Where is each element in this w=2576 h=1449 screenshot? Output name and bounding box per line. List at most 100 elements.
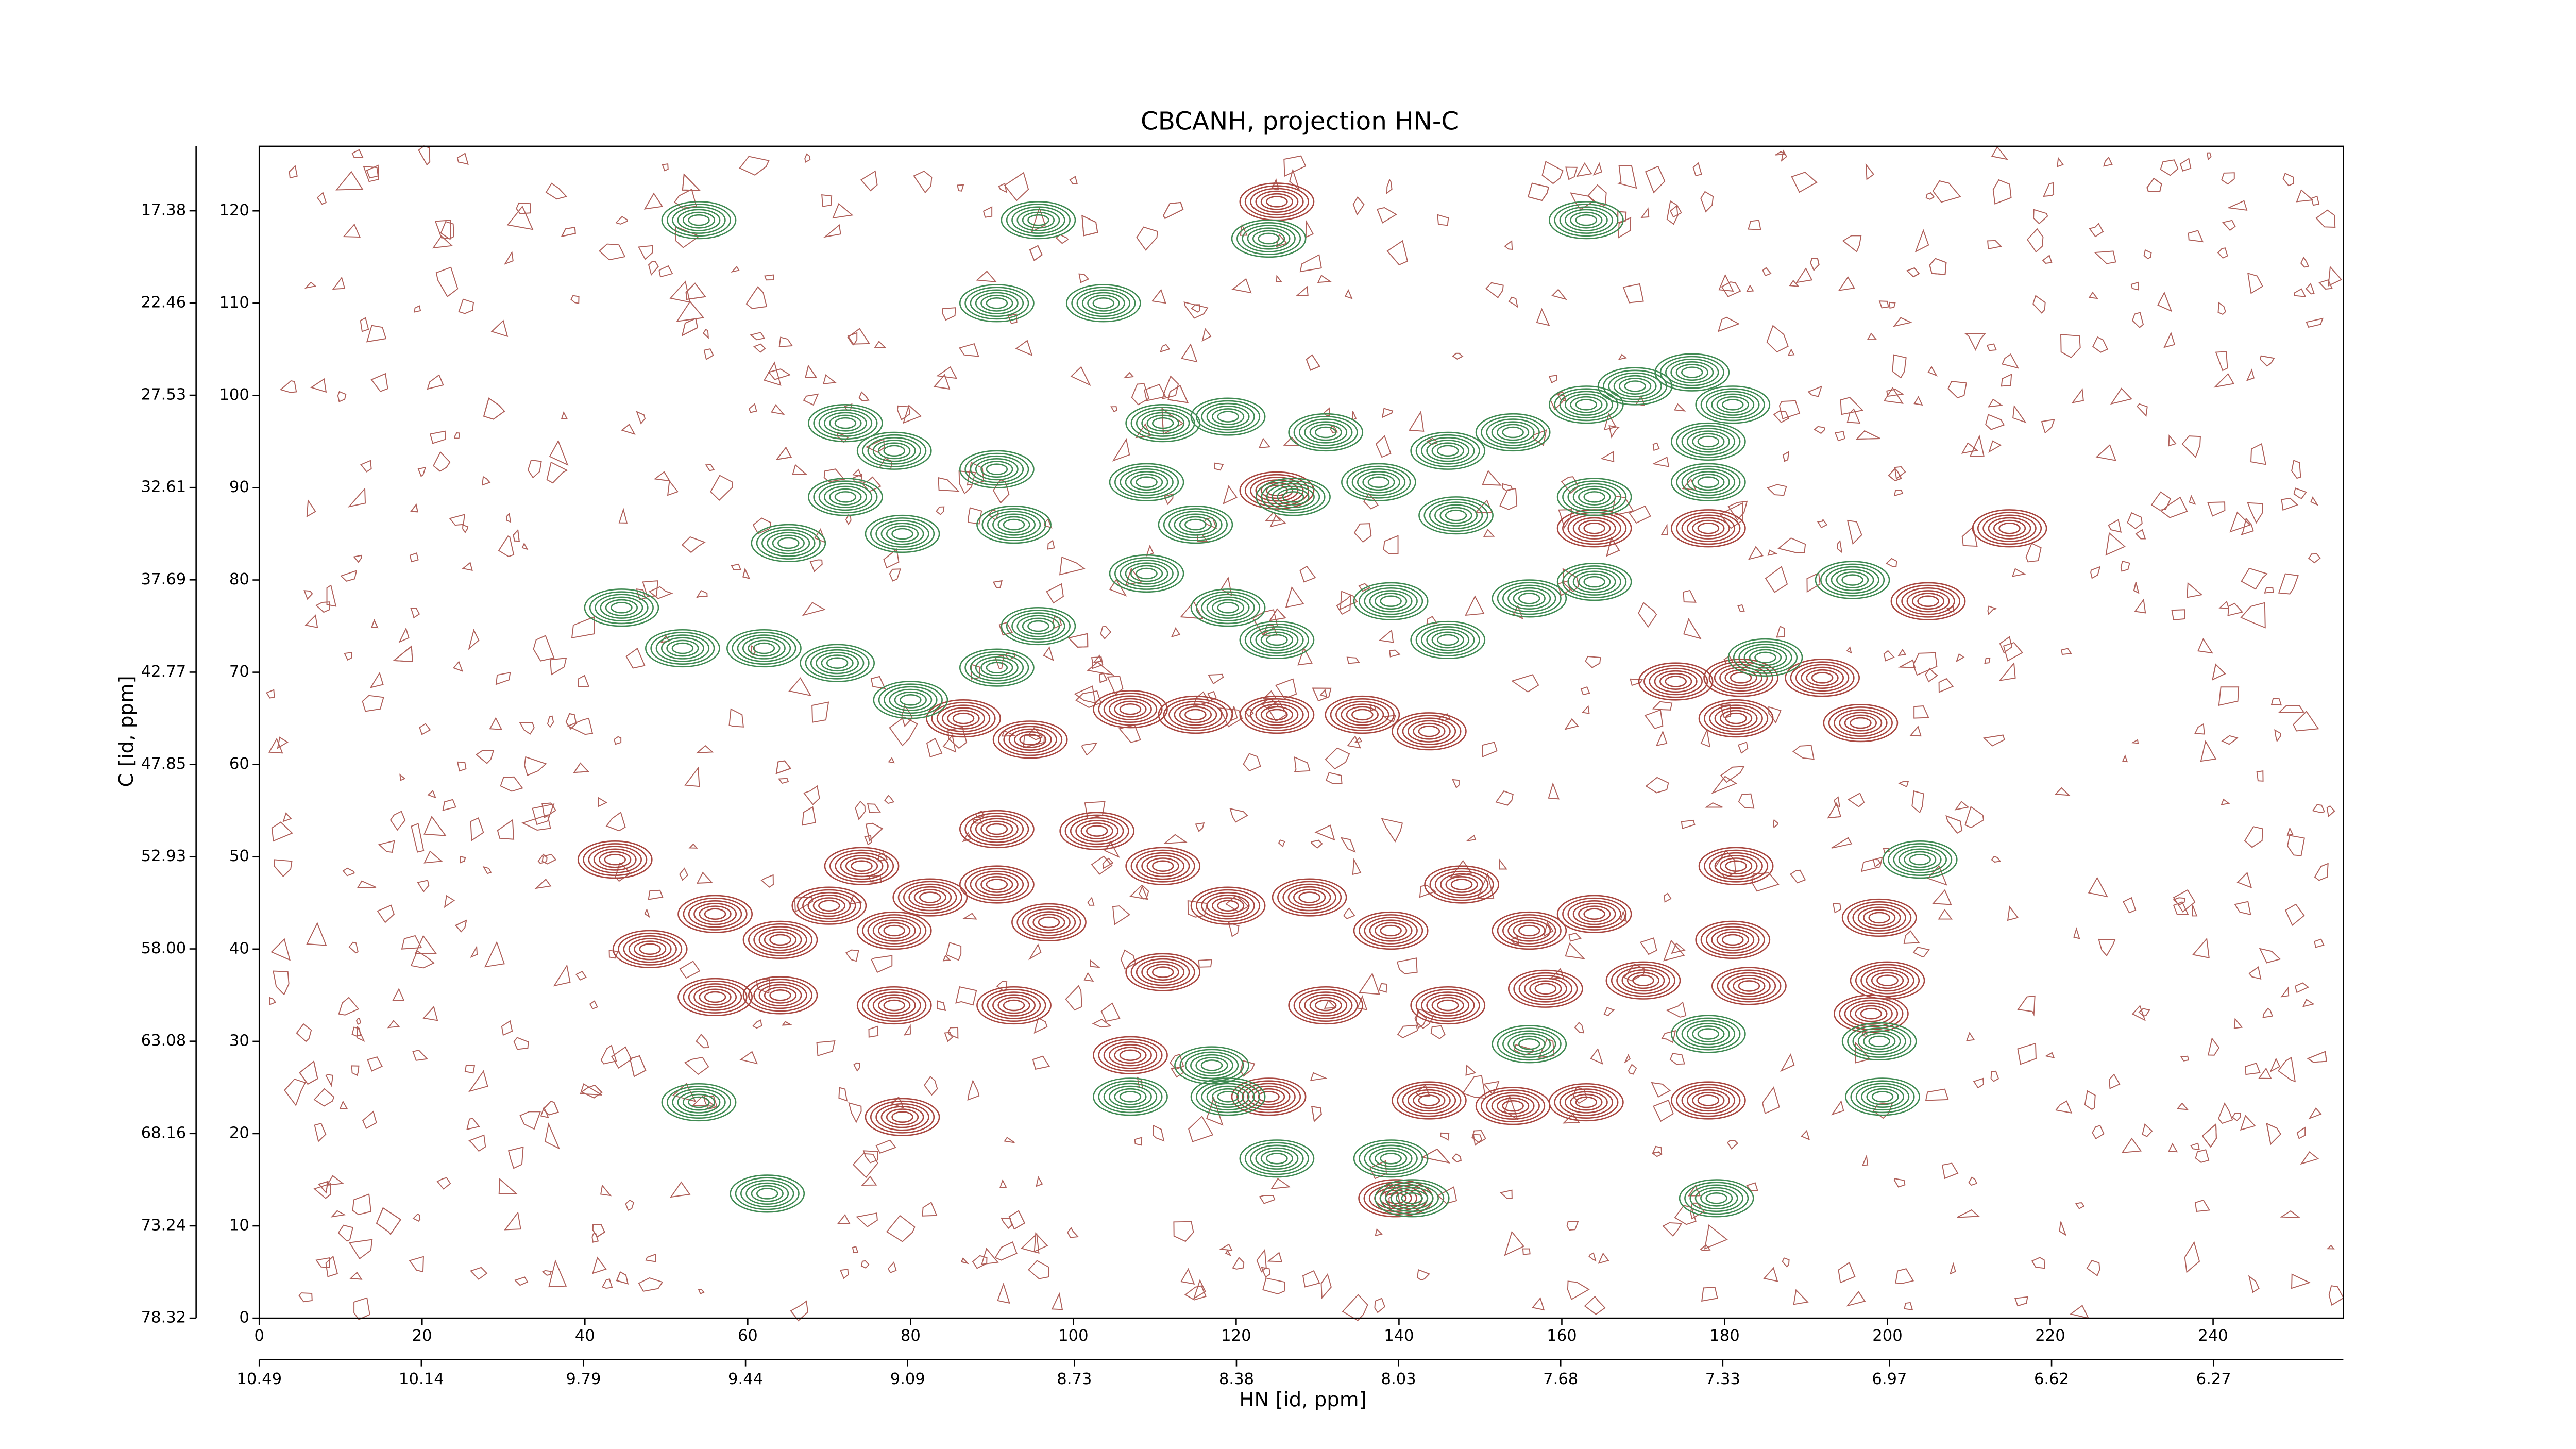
y-tick-label: 120 <box>219 201 249 220</box>
noise-speck <box>1208 673 1224 685</box>
contour-level <box>1670 1015 1746 1053</box>
contour-level <box>1679 1179 1754 1218</box>
noise-speck <box>2137 403 2148 417</box>
contour-level <box>1507 587 1551 610</box>
noise-speck <box>1078 273 1090 283</box>
contour-level <box>588 846 642 873</box>
noise-speck <box>1261 1267 1271 1278</box>
contour-level <box>1806 669 1839 686</box>
contour-level <box>1570 1093 1603 1111</box>
contour-level <box>959 648 1035 687</box>
contour-level <box>903 883 957 912</box>
contour-level <box>1027 214 1049 226</box>
contour-level <box>726 629 802 668</box>
contour-level <box>1239 471 1315 510</box>
noise-speck <box>541 1270 552 1276</box>
noise-speck <box>1275 678 1297 699</box>
noise-speck <box>376 1207 402 1235</box>
noise-speck <box>1252 609 1278 635</box>
contour-level <box>1686 517 1730 540</box>
noise-speck <box>1618 353 1627 360</box>
noise-speck <box>955 986 977 1006</box>
noise-speck <box>1093 654 1102 663</box>
noise-speck <box>731 265 740 273</box>
noise-speck <box>1004 172 1029 201</box>
contour-level <box>1016 209 1060 231</box>
noise-speck <box>1991 146 2008 160</box>
peak <box>1239 1139 1315 1178</box>
noise-speck <box>1792 745 1815 760</box>
noise-speck <box>504 250 514 265</box>
contour-level <box>1831 568 1874 592</box>
noise-speck <box>1988 440 2002 453</box>
noise-speck <box>360 460 372 473</box>
noise-speck <box>1437 1186 1458 1204</box>
noise-speck <box>1878 300 1889 309</box>
contour-level <box>1114 1047 1147 1064</box>
contour-level <box>1093 690 1168 729</box>
contour-level <box>1502 1100 1524 1112</box>
noise-speck <box>936 366 958 379</box>
noise-speck <box>1653 1099 1674 1122</box>
contour-level <box>1244 698 1309 731</box>
noise-speck <box>498 1178 518 1194</box>
noise-speck <box>2142 1123 2153 1137</box>
contour-level <box>1572 485 1616 508</box>
contour-level <box>1242 1083 1296 1111</box>
noise-speck <box>802 806 817 826</box>
contour-level <box>1397 1084 1462 1117</box>
noise-speck <box>1343 907 1355 919</box>
contour-level <box>1676 465 1741 499</box>
contour-level <box>975 873 1019 896</box>
noise-speck <box>2086 1260 2100 1277</box>
noise-speck <box>1692 162 1702 177</box>
peak <box>1272 878 1347 917</box>
contour-level <box>870 1100 935 1134</box>
noise-speck <box>2241 567 2268 590</box>
contour-level <box>1125 847 1201 885</box>
noise-speck <box>2248 966 2262 980</box>
contour-level <box>688 1096 710 1108</box>
contour-level <box>1554 204 1619 237</box>
noise-speck <box>675 226 701 248</box>
contour-level <box>970 289 1024 317</box>
noise-speck <box>1669 1053 1685 1065</box>
noise-speck <box>618 508 628 524</box>
noise-speck <box>310 378 327 393</box>
noise-speck <box>1911 790 1924 814</box>
peak <box>1174 1046 1249 1085</box>
contour-level <box>1681 1086 1736 1115</box>
noise-speck <box>411 823 425 853</box>
contour-level <box>1481 1089 1546 1123</box>
noise-speck <box>433 451 451 472</box>
noise-speck <box>1001 730 1015 737</box>
noise-speck <box>414 935 437 954</box>
peak <box>661 201 737 240</box>
noise-speck <box>1932 889 1952 905</box>
contour-level <box>1369 1147 1413 1170</box>
peak <box>1231 219 1307 258</box>
contour-level <box>867 437 921 465</box>
peak <box>926 699 1001 738</box>
noise-speck <box>823 468 845 482</box>
noise-speck <box>2308 1107 2322 1120</box>
noise-speck <box>1419 884 1436 898</box>
contour-level <box>1434 870 1489 899</box>
noise-speck <box>1652 701 1673 711</box>
contour-level <box>704 991 726 1003</box>
noise-speck <box>644 908 650 918</box>
noise-speck <box>861 1175 877 1186</box>
noise-speck <box>2122 754 2128 763</box>
noise-speck <box>1965 1032 1975 1041</box>
noise-speck <box>348 1239 373 1260</box>
noise-speck <box>1834 431 1845 442</box>
noise-speck <box>1324 407 1330 416</box>
noise-speck <box>409 1256 424 1273</box>
contour-level <box>1850 717 1872 729</box>
noise-speck <box>2310 496 2319 506</box>
noise-speck <box>399 773 406 781</box>
contour-level <box>1431 997 1464 1014</box>
contour-level <box>1863 1033 1896 1050</box>
noise-speck <box>944 1032 953 1042</box>
peak <box>865 514 940 553</box>
